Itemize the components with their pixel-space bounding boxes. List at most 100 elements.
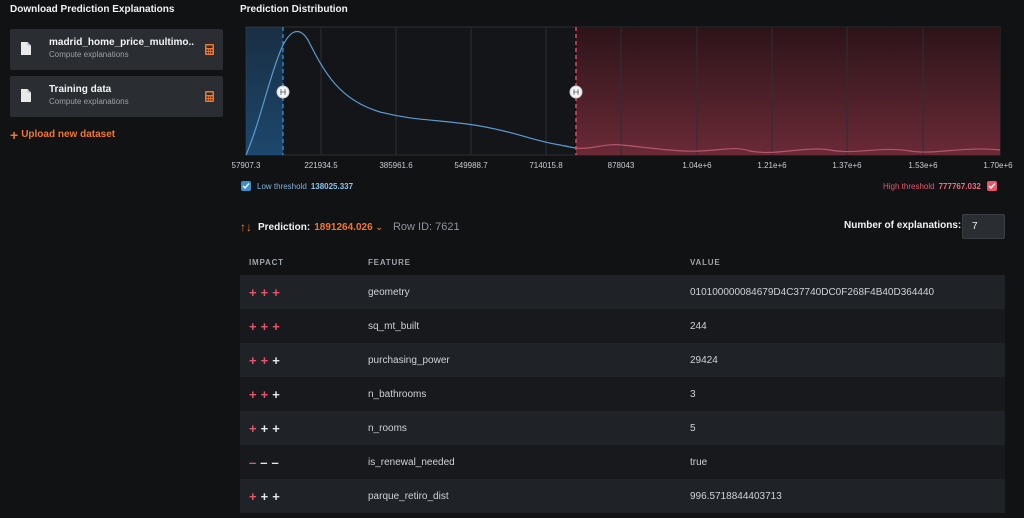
dataset-card-madrid[interactable]: madrid_home_price_multimo... Compute exp… <box>10 29 223 70</box>
calculator-icon[interactable] <box>205 44 214 55</box>
dataset-name: Training data <box>49 84 112 95</box>
feature-name: n_bathrooms <box>368 388 427 400</box>
x-tick-label: 57907.3 <box>232 161 261 170</box>
table-row: + + + n_rooms 5 <box>240 411 1005 445</box>
table-row: + + + geometry 010100000084679D4C37740DC0F26… <box>240 275 1005 309</box>
low-threshold-control: Low threshold 138025.337 <box>241 181 353 191</box>
check-icon <box>988 183 996 190</box>
document-icon <box>21 42 31 55</box>
dataset-status: Compute explanations <box>49 97 129 106</box>
impact-symbol: + <box>272 386 280 402</box>
feature-value: 244 <box>690 320 707 332</box>
x-tick-label: 714015.8 <box>529 161 563 170</box>
feature-value: 996.5718844403713 <box>690 490 782 502</box>
density-curve-high <box>575 144 1001 154</box>
impact-symbol: + <box>249 284 257 300</box>
impact-symbol: + <box>272 488 280 504</box>
table-header: IMPACT FEATURE VALUE <box>240 249 1005 275</box>
impact-symbol: + <box>260 420 269 436</box>
prediction-label: Prediction: <box>258 221 311 233</box>
vertical-gridlines <box>320 27 924 155</box>
impact-symbol: + <box>272 420 280 436</box>
impact-symbol: + <box>260 386 269 402</box>
impact-symbol: + <box>260 284 269 300</box>
upload-label: Upload new dataset <box>21 129 116 140</box>
impact-symbol: + <box>260 488 269 504</box>
num-explanations-input[interactable]: 7 <box>962 214 1005 239</box>
high-threshold-label: High threshold <box>883 181 935 191</box>
plus-icon: + <box>10 126 19 143</box>
feature-name: sq_mt_built <box>368 320 420 332</box>
x-axis: 57907.3 221934.5 385961.6 549988.7 71401… <box>232 161 1014 170</box>
x-tick-label: 549988.7 <box>454 161 488 170</box>
feature-name: purchasing_power <box>368 354 450 366</box>
table-row: – – – is_renewal_needed true <box>240 445 1005 479</box>
column-header-feature: FEATURE <box>368 257 411 267</box>
feature-name: parque_retiro_dist <box>368 490 449 502</box>
upload-dataset-link[interactable]: + Upload new dataset <box>10 126 116 143</box>
impact-indicator: – – – <box>240 455 368 470</box>
download-explanations-title: Download Prediction Explanations <box>10 4 175 15</box>
impact-symbol: + <box>260 352 269 368</box>
impact-symbol: – <box>271 454 279 470</box>
feature-value: 29424 <box>690 354 718 366</box>
impact-symbol: + <box>249 386 257 402</box>
calculator-icon[interactable] <box>205 91 214 102</box>
low-threshold-checkbox[interactable] <box>241 181 251 191</box>
impact-indicator: + + + <box>240 353 368 368</box>
table-row: + + + parque_retiro_dist 996.5718844403713 <box>240 479 1005 513</box>
feature-name: geometry <box>368 286 410 298</box>
high-threshold-region <box>576 27 1000 155</box>
feature-name: n_rooms <box>368 422 407 434</box>
impact-indicator: + + + <box>240 285 368 300</box>
x-tick-label: 385961.6 <box>379 161 413 170</box>
prediction-row: ↑↓ Prediction: 1891264.026 ⌄ Row ID: 762… <box>240 220 460 234</box>
table-row: + + + purchasing_power 29424 <box>240 343 1005 377</box>
impact-indicator: + + + <box>240 421 368 436</box>
high-threshold-handle[interactable] <box>569 85 583 99</box>
x-tick-label: 221934.5 <box>304 161 338 170</box>
explanations-table: IMPACT FEATURE VALUE + + + geometry 01010000… <box>240 249 1005 513</box>
high-threshold-value: 777767.032 <box>938 181 981 191</box>
dataset-name: madrid_home_price_multimo... <box>49 37 194 48</box>
document-icon <box>21 89 31 102</box>
impact-symbol: – <box>249 454 257 470</box>
check-icon <box>242 183 250 190</box>
impact-symbol: + <box>272 284 280 300</box>
impact-symbol: + <box>249 352 257 368</box>
prediction-value-dropdown[interactable]: 1891264.026 ⌄ <box>314 222 383 233</box>
low-threshold-handle[interactable] <box>276 85 290 99</box>
feature-value: 010100000084679D4C37740DC0F268F4B40D3644… <box>690 286 935 298</box>
low-threshold-value: 138025.337 <box>310 181 354 191</box>
column-header-impact: IMPACT <box>249 257 284 267</box>
feature-value: 5 <box>690 422 696 434</box>
impact-symbol: + <box>272 318 280 334</box>
impact-symbol: + <box>249 318 257 334</box>
impact-symbol: – <box>260 454 268 470</box>
sort-arrows-icon[interactable]: ↑↓ <box>240 220 252 234</box>
x-tick-label: 1.53e+6 <box>908 161 938 170</box>
table-row: + + + sq_mt_built 244 <box>240 309 1005 343</box>
x-tick-label: 1.70e+6 <box>983 161 1013 170</box>
x-tick-label: 1.04e+6 <box>682 161 712 170</box>
impact-symbol: + <box>249 420 257 436</box>
row-id: Row ID: 7621 <box>392 221 460 233</box>
impact-symbol: + <box>260 318 269 334</box>
impact-symbol: + <box>272 352 280 368</box>
high-threshold-checkbox[interactable] <box>986 181 997 191</box>
low-threshold-label: Low threshold <box>257 181 307 191</box>
high-threshold-control: High threshold 777767.032 <box>883 181 997 191</box>
feature-name: is_renewal_needed <box>368 456 455 468</box>
prediction-distribution-chart: 57907.3 221934.5 385961.6 549988.7 71401… <box>230 22 1024 182</box>
num-explanations-label: Number of explanations: <box>844 220 962 231</box>
dataset-card-training[interactable]: Training data Compute explanations <box>10 76 223 117</box>
x-tick-label: 878043 <box>608 161 635 170</box>
table-row: + + + n_bathrooms 3 <box>240 377 1005 411</box>
x-tick-label: 1.37e+6 <box>832 161 862 170</box>
impact-indicator: + + + <box>240 387 368 402</box>
feature-value: 3 <box>690 388 696 400</box>
impact-indicator: + + + <box>240 489 368 504</box>
prediction-value: 1891264.026 <box>314 221 373 233</box>
impact-symbol: + <box>249 488 257 504</box>
download-explanations-panel: Download Prediction Explanations madrid_… <box>0 0 232 518</box>
